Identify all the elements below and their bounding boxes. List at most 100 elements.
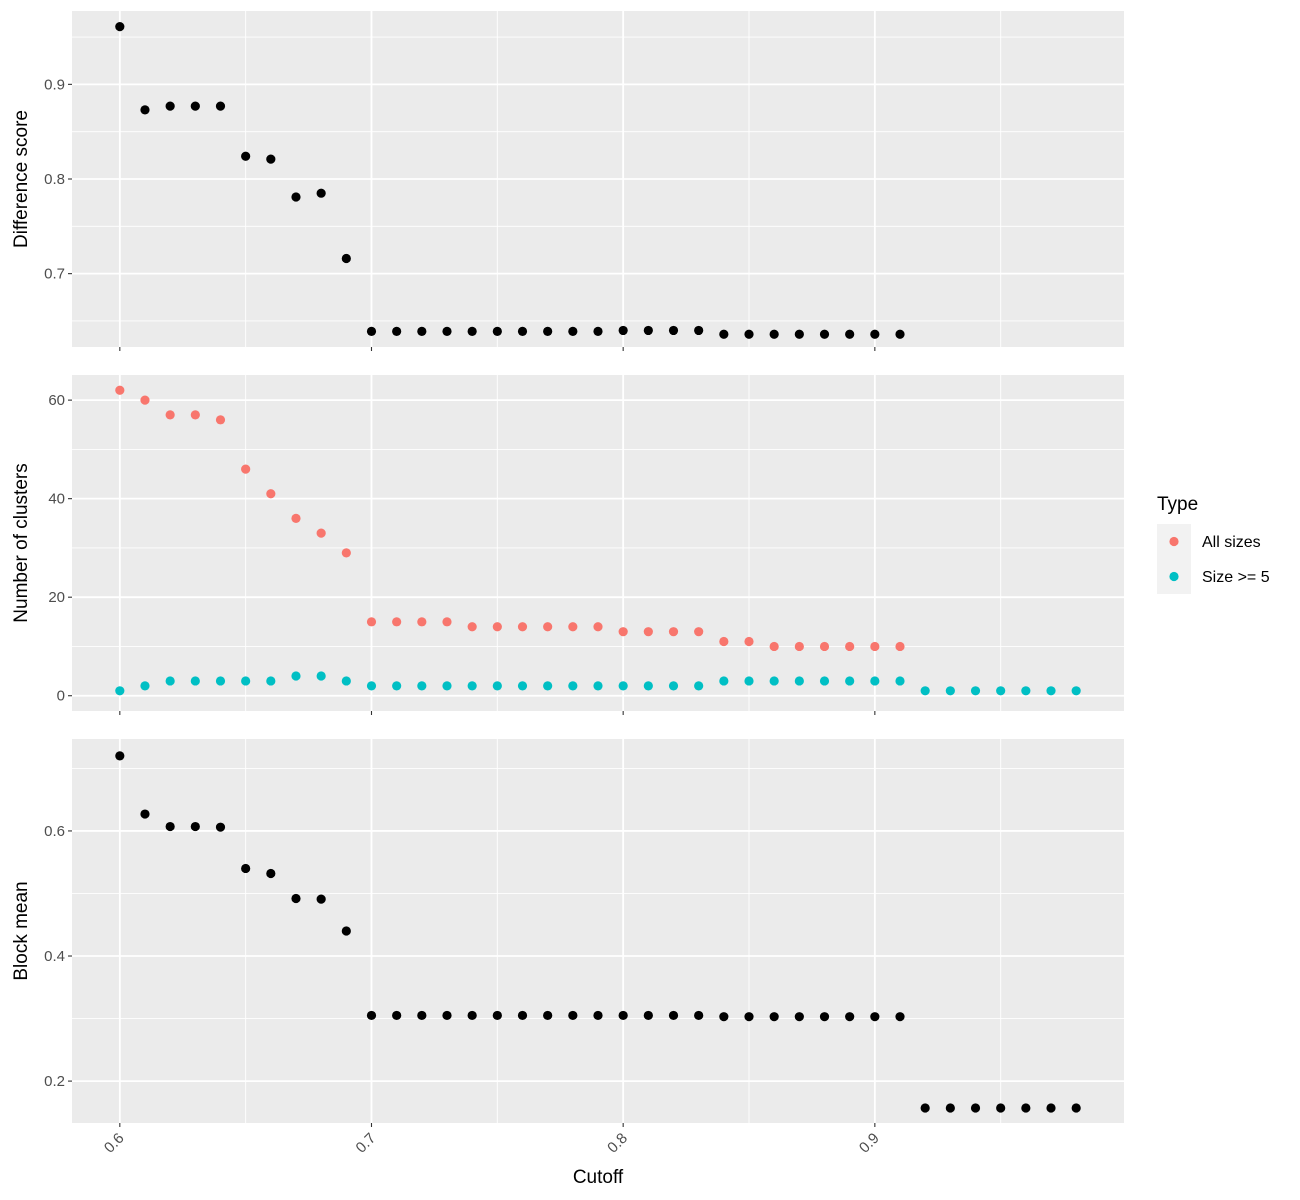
data-point	[945, 1103, 955, 1113]
data-point	[316, 671, 326, 681]
data-point	[492, 681, 502, 691]
data-point	[215, 676, 226, 686]
data-point	[341, 548, 351, 558]
data-point	[492, 622, 502, 632]
data-point	[1021, 1103, 1031, 1113]
data-point	[366, 1010, 377, 1021]
data-point	[291, 513, 301, 523]
data-point	[266, 154, 276, 164]
data-point	[115, 22, 125, 32]
panel-background	[72, 375, 1124, 711]
data-point	[492, 1010, 502, 1021]
data-point	[719, 636, 729, 647]
data-point	[643, 1010, 653, 1021]
data-point	[266, 868, 276, 879]
y-tick-label: 60	[48, 392, 65, 409]
data-point	[417, 681, 427, 691]
series-1	[115, 751, 1081, 1113]
data-point	[190, 101, 200, 111]
panel-background	[72, 739, 1124, 1123]
data-point	[643, 627, 653, 637]
data-point	[543, 1010, 553, 1021]
y-tick-label: 40	[48, 491, 65, 508]
data-point	[341, 676, 351, 686]
series-2	[115, 671, 1081, 696]
data-point	[165, 821, 175, 832]
data-point	[970, 1103, 981, 1113]
legend-marker	[1169, 571, 1179, 582]
data-point	[845, 676, 855, 686]
data-point	[744, 329, 754, 339]
data-point	[643, 325, 653, 336]
data-point	[568, 326, 578, 336]
data-point	[492, 326, 502, 336]
data-point	[316, 528, 326, 538]
data-point	[392, 617, 402, 627]
data-point	[618, 681, 628, 691]
data-point	[517, 622, 528, 632]
data-point	[266, 676, 276, 686]
y-tick-label: 0.7	[44, 266, 65, 283]
data-point	[115, 751, 125, 761]
data-point	[241, 863, 251, 874]
data-point	[694, 627, 704, 637]
data-point	[618, 325, 628, 336]
data-point	[895, 676, 905, 686]
data-point	[241, 151, 251, 161]
x-tick-label: 0.7	[353, 1130, 380, 1157]
y-tick-label: 0.6	[44, 823, 65, 840]
data-point	[618, 1010, 628, 1021]
data-point	[215, 415, 226, 425]
data-point	[140, 105, 150, 115]
data-point	[668, 325, 679, 336]
data-point	[845, 329, 855, 339]
data-point	[1071, 686, 1081, 696]
data-point	[165, 676, 175, 686]
data-point	[190, 676, 200, 686]
data-point	[719, 329, 729, 339]
data-point	[895, 641, 905, 652]
x-tick-label: 0.8	[604, 1130, 631, 1157]
data-point	[593, 326, 603, 336]
data-point	[668, 1010, 679, 1021]
data-point	[870, 1012, 880, 1022]
data-point	[316, 188, 326, 198]
data-point	[694, 681, 704, 691]
data-point	[366, 326, 377, 336]
data-point	[140, 809, 150, 819]
data-point	[819, 676, 830, 686]
legend-label: Size >= 5	[1202, 569, 1270, 586]
data-point	[870, 641, 880, 652]
series-1	[115, 385, 905, 652]
data-point	[140, 395, 150, 405]
data-point	[291, 192, 301, 202]
data-point	[845, 641, 855, 652]
data-point	[593, 1010, 603, 1021]
data-point	[568, 622, 578, 632]
data-point	[241, 464, 251, 474]
data-point	[819, 329, 830, 339]
data-point	[694, 325, 704, 336]
data-point	[517, 1010, 528, 1021]
data-point	[467, 326, 477, 336]
legend-marker	[1169, 536, 1179, 547]
data-point	[618, 627, 628, 637]
data-point	[266, 489, 276, 499]
y-tick-label: 0.2	[44, 1073, 65, 1090]
legend: Type All sizes Size >= 5	[1157, 494, 1270, 594]
data-point	[215, 822, 226, 832]
data-point	[392, 681, 402, 691]
data-point	[694, 1010, 704, 1021]
data-point	[794, 1012, 804, 1022]
panel-1: 0.7 0.8 0.9 Difference score	[11, 11, 1124, 351]
data-point	[1046, 686, 1056, 696]
data-point	[115, 686, 125, 696]
data-point	[719, 676, 729, 686]
data-point	[719, 1012, 729, 1022]
data-point	[291, 893, 301, 904]
data-point	[1071, 1103, 1081, 1113]
data-point	[769, 1012, 779, 1022]
y-tick-label: 0.9	[44, 76, 65, 93]
panel-2: 0 20 40 60 Number of clusters	[11, 375, 1124, 715]
